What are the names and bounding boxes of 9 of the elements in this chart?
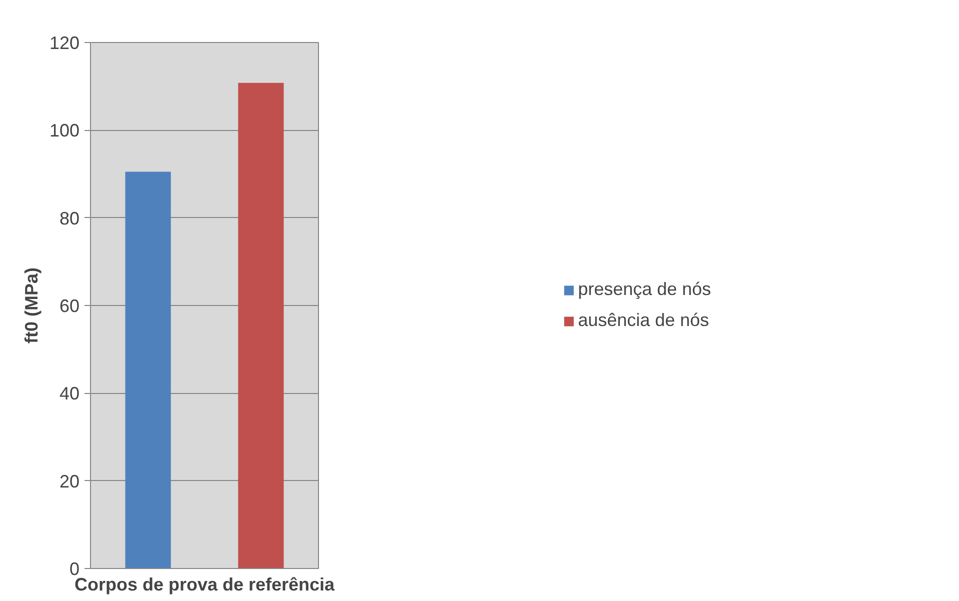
legend-label: ausência de nós	[578, 310, 710, 331]
y-tick-label: 120	[49, 33, 80, 53]
legend-label: presença de nós	[578, 279, 712, 300]
y-axis-title: ft0 (MPa)	[21, 267, 42, 344]
y-tick-label: 40	[59, 384, 80, 404]
y-tick-label: 60	[59, 296, 80, 316]
y-tick-label: 100	[49, 120, 80, 141]
y-tick-label: 80	[59, 208, 80, 228]
y-tick-label: 20	[59, 471, 80, 492]
